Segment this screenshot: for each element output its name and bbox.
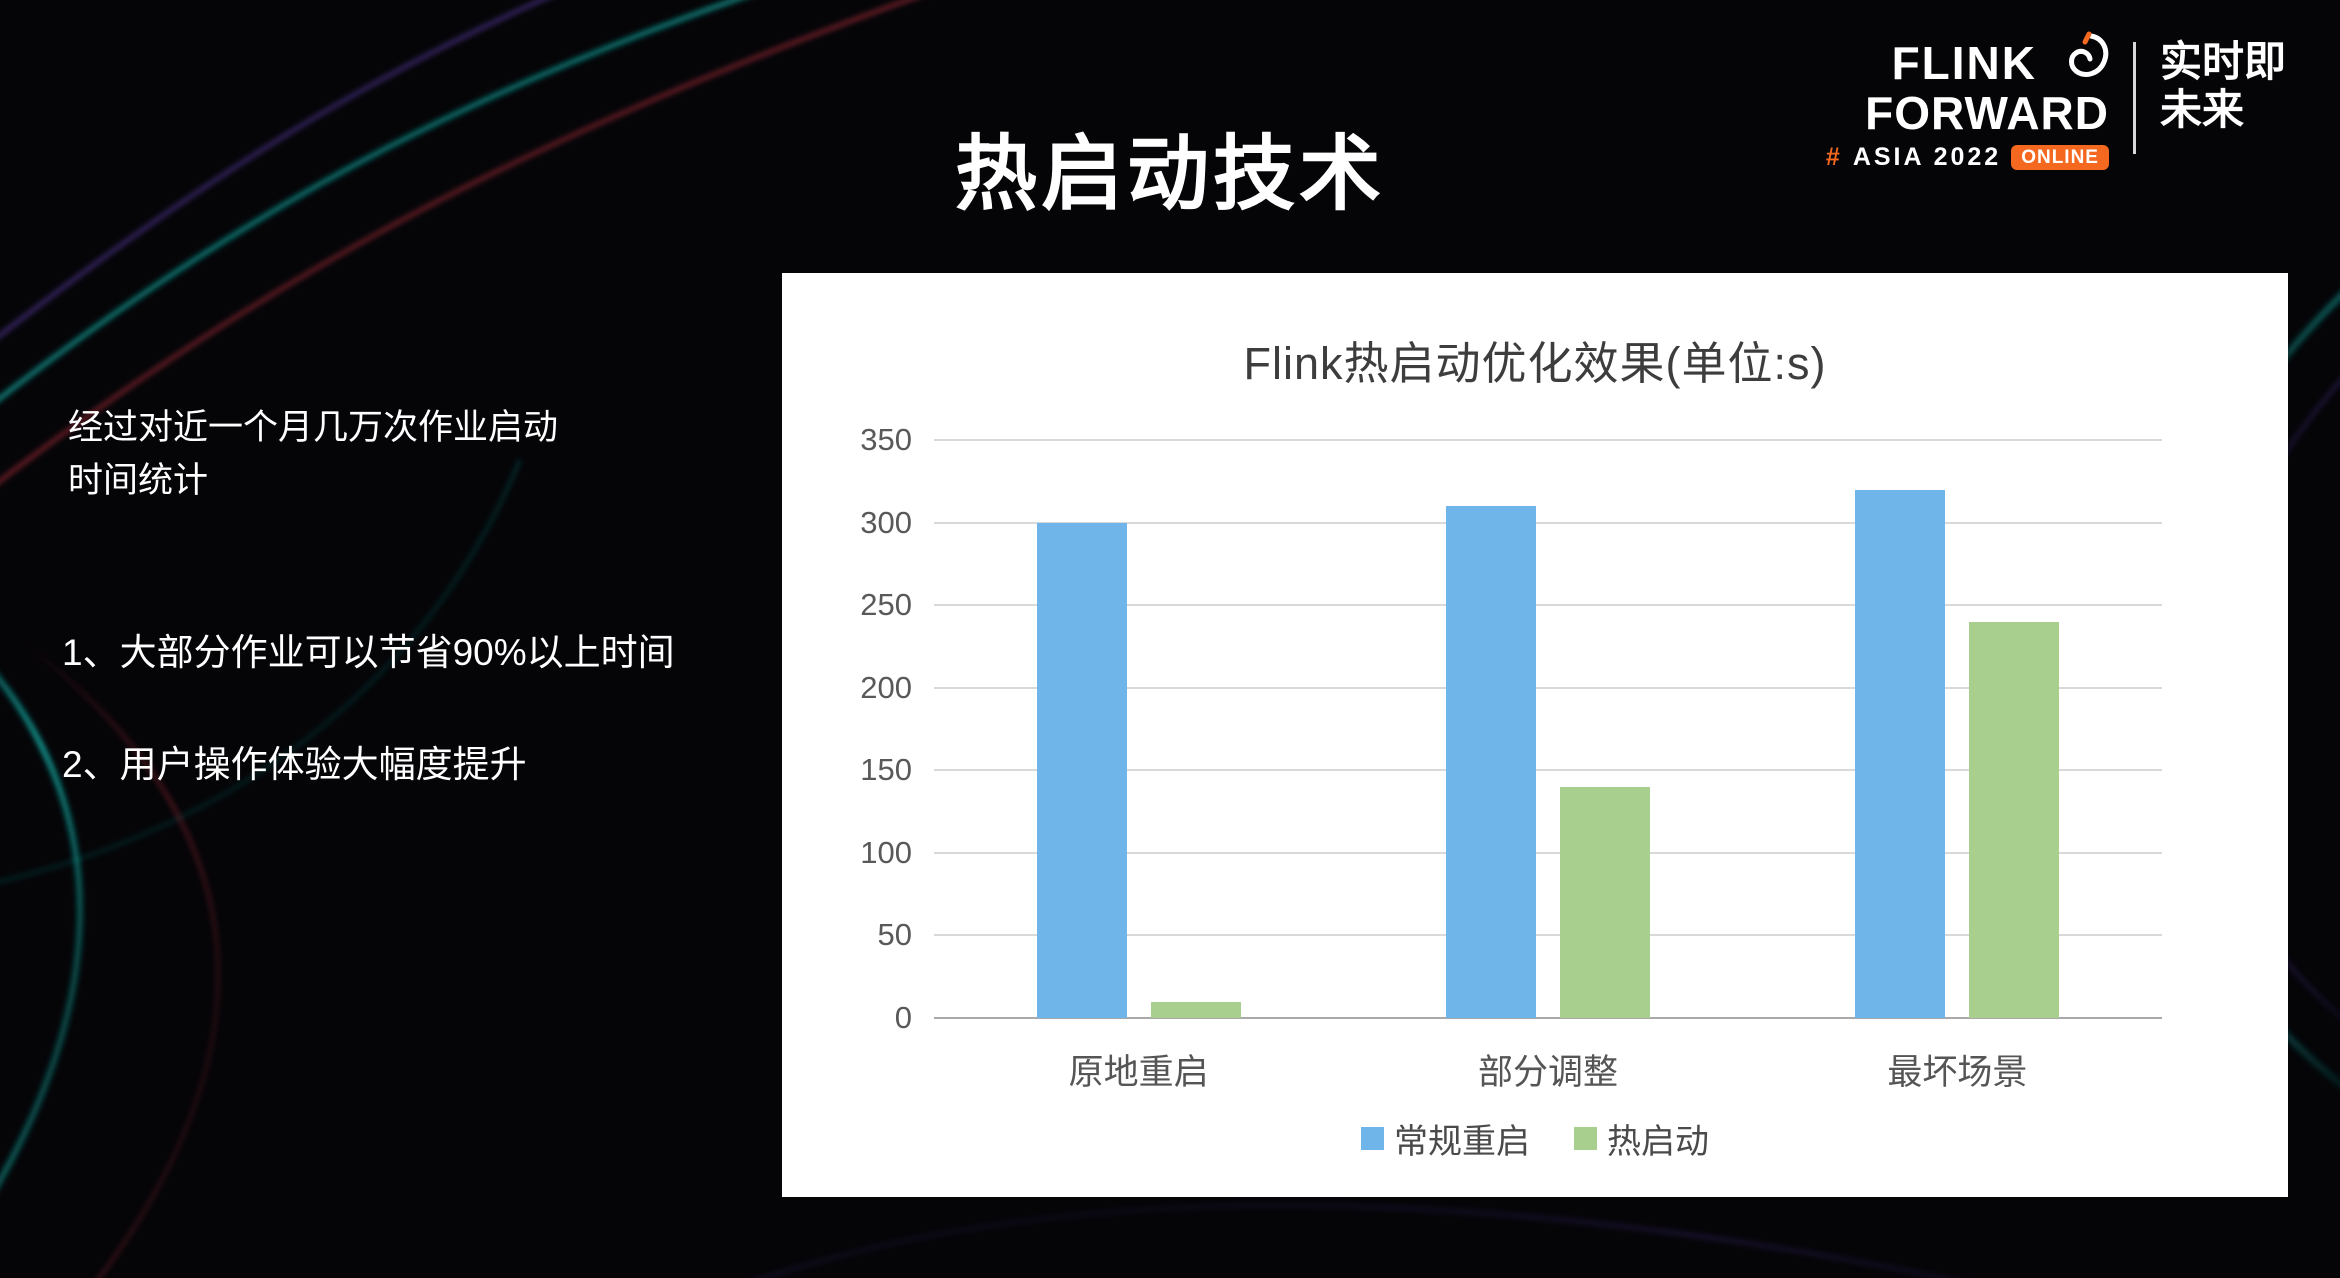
legend-swatch xyxy=(1361,1127,1384,1150)
gridline xyxy=(934,769,2162,772)
logo-asia-text: ASIA 2022 xyxy=(1852,142,2002,171)
y-tick-label: 150 xyxy=(860,752,912,788)
flink-squirrel-icon xyxy=(2068,31,2109,77)
category-label: 最坏场景 xyxy=(1887,1053,2028,1092)
y-tick-label: 100 xyxy=(860,834,912,870)
legend-item: 常规重启 xyxy=(1361,1114,1530,1163)
gridline xyxy=(934,686,2162,689)
gridline xyxy=(934,604,2162,607)
legend-label: 常规重启 xyxy=(1394,1123,1530,1161)
chart-plot-area: 0 50 100 150 200 250 300 350 原地重启 部分调整 最坏场景 xyxy=(860,422,2162,1092)
legend-label: 热启动 xyxy=(1607,1123,1709,1161)
category-label: 原地重启 xyxy=(1068,1053,1209,1092)
gridline xyxy=(934,521,2162,524)
bar-group: 部分调整 xyxy=(1343,440,1752,1092)
bar-常规重启-部分调整 xyxy=(1445,506,1536,1018)
intro-text: 经过对近一个月几万次作业启动 时间统计 xyxy=(68,402,558,507)
intro-line1: 经过对近一个月几万次作业启动 xyxy=(68,408,559,447)
gridline xyxy=(934,439,2162,441)
y-tick-label: 250 xyxy=(860,587,912,623)
chart-title: Flink热启动优化效果(单位:s) xyxy=(1243,338,1827,389)
bar-常规重启-原地重启 xyxy=(1036,522,1127,1018)
bullet-item-1: 1、大部分作业可以节省90%以上时间 xyxy=(62,632,675,673)
logo-text-block: FLINK FORWARD # ASIA 2022 ONLINE xyxy=(1825,31,2109,171)
bar-groups: 原地重启 部分调整 最坏场景 xyxy=(934,440,2162,1092)
logo-tagline-line2: 未来 xyxy=(2159,86,2244,134)
bullet-item-2: 2、用户操作体验大幅度提升 xyxy=(62,744,527,785)
chart-legend: 常规重启 热启动 xyxy=(782,1114,2288,1163)
bar-常规重启-最坏场景 xyxy=(1855,489,1946,1018)
page-title: 热启动技术 xyxy=(954,128,1385,220)
logo-forward-text: FORWARD xyxy=(1865,87,2109,139)
bar-group: 原地重启 xyxy=(934,440,1343,1092)
gridline xyxy=(934,934,2162,937)
bar-热启动-原地重启 xyxy=(1150,1001,1241,1018)
y-tick-label: 350 xyxy=(860,422,912,457)
intro-line2: 时间统计 xyxy=(68,460,209,500)
legend-item: 热启动 xyxy=(1574,1114,1709,1163)
bar-group: 最坏场景 xyxy=(1753,440,2162,1092)
bar-热启动-最坏场景 xyxy=(1969,621,2060,1018)
online-badge: ONLINE xyxy=(2011,144,2109,171)
gridline xyxy=(934,851,2162,854)
bar-热启动-部分调整 xyxy=(1559,786,1650,1018)
flink-forward-logo: FLINK FORWARD # ASIA 2022 ONLINE 实时即 未来 xyxy=(1825,31,2286,171)
logo-divider xyxy=(2132,42,2136,154)
logo-flink-text: FLINK xyxy=(1891,36,2037,89)
logo-tagline: 实时即 未来 xyxy=(2160,38,2286,135)
y-tick-label: 50 xyxy=(877,917,912,953)
bullet-list: 1、大部分作业可以节省90%以上时间 2、用户操作体验大幅度提升 xyxy=(62,622,675,846)
y-tick-label: 300 xyxy=(860,504,912,540)
category-label: 部分调整 xyxy=(1477,1053,1618,1092)
legend-swatch xyxy=(1574,1127,1597,1150)
y-tick-label: 200 xyxy=(860,669,912,705)
x-axis-line xyxy=(934,1017,2162,1019)
gridlines xyxy=(934,439,2162,1019)
y-axis-labels: 0 50 100 150 200 250 300 350 xyxy=(824,422,934,1035)
logo-hash: # xyxy=(1825,142,1843,171)
y-tick-label: 0 xyxy=(894,1000,912,1035)
chart-panel: Flink热启动优化效果(单位:s) 0 50 100 150 200 250 300 350… xyxy=(782,273,2288,1197)
logo-tagline-line1: 实时即 xyxy=(2159,38,2286,85)
